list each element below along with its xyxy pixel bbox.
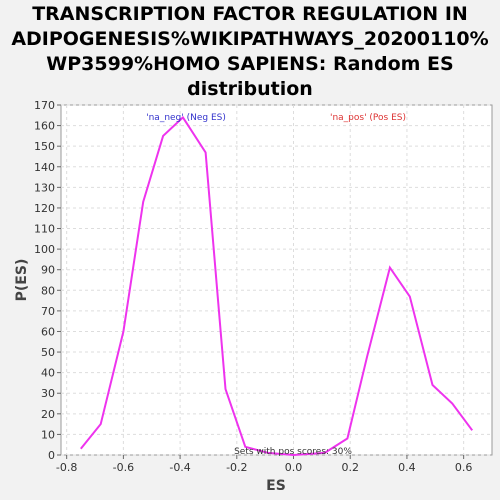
pos-score-annotation: Sets with pos scores: 30% xyxy=(234,447,352,457)
y-tick-label: 110 xyxy=(34,223,55,236)
y-tick-label: 100 xyxy=(34,243,55,256)
x-tick-label: 0.6 xyxy=(455,461,473,474)
y-tick-label: 140 xyxy=(34,161,55,174)
series-line xyxy=(80,115,474,457)
y-tick-label: 40 xyxy=(41,367,55,380)
x-tick-label: -0.8 xyxy=(56,461,77,474)
y-tick-label: 10 xyxy=(41,428,55,441)
y-tick-label: 120 xyxy=(34,202,55,215)
x-tick-label: 0.4 xyxy=(398,461,416,474)
legend-neg: 'na_neg' (Neg ES) xyxy=(146,113,226,123)
y-tick-label: 70 xyxy=(41,305,55,318)
x-tick-label: 0.0 xyxy=(285,461,303,474)
y-tick-label: 60 xyxy=(41,325,55,338)
y-tick-label: 130 xyxy=(34,181,55,194)
chart-title-line-1: TRANSCRIPTION FACTOR REGULATION IN xyxy=(32,3,468,25)
chart-title: TRANSCRIPTION FACTOR REGULATION IN ADIPO… xyxy=(0,2,500,102)
y-tick-label: 0 xyxy=(48,449,55,462)
x-axis-label: ES xyxy=(266,478,286,494)
y-tick-label: 50 xyxy=(41,346,55,359)
y-tick-label: 30 xyxy=(41,387,55,400)
chart-title-line-3: WP3599%HOMO SAPIENS: Random ES xyxy=(46,53,454,75)
y-tick-label: 20 xyxy=(41,408,55,421)
x-tick-label: -0.2 xyxy=(226,461,247,474)
x-tick-label: -0.4 xyxy=(169,461,190,474)
y-axis-ticks: 0 10 20 30 40 50 60 70 80 90 100 110 120 130 140 150 160… xyxy=(34,99,61,462)
chart-title-line-4: distribution xyxy=(187,78,313,100)
y-tick-label: 90 xyxy=(41,264,55,277)
y-axis-label: P(ES) xyxy=(14,259,30,302)
x-tick-label: 0.2 xyxy=(341,461,359,474)
x-tick-label: -0.6 xyxy=(113,461,134,474)
chart-title-line-2: ADIPOGENESIS%WIKIPATHWAYS_20200110% xyxy=(11,28,489,50)
plot-area xyxy=(60,104,493,456)
y-tick-label: 80 xyxy=(41,284,55,297)
y-tick-label: 170 xyxy=(34,99,55,112)
legend-pos: 'na_pos' (Pos ES) xyxy=(330,113,406,123)
x-axis-ticks: -0.8 -0.6 -0.4 -0.2 0.0 0.2 0.4 0.6 xyxy=(56,455,472,474)
y-tick-label: 150 xyxy=(34,140,55,153)
y-tick-label: 160 xyxy=(34,120,55,133)
grid-lines xyxy=(61,104,492,456)
